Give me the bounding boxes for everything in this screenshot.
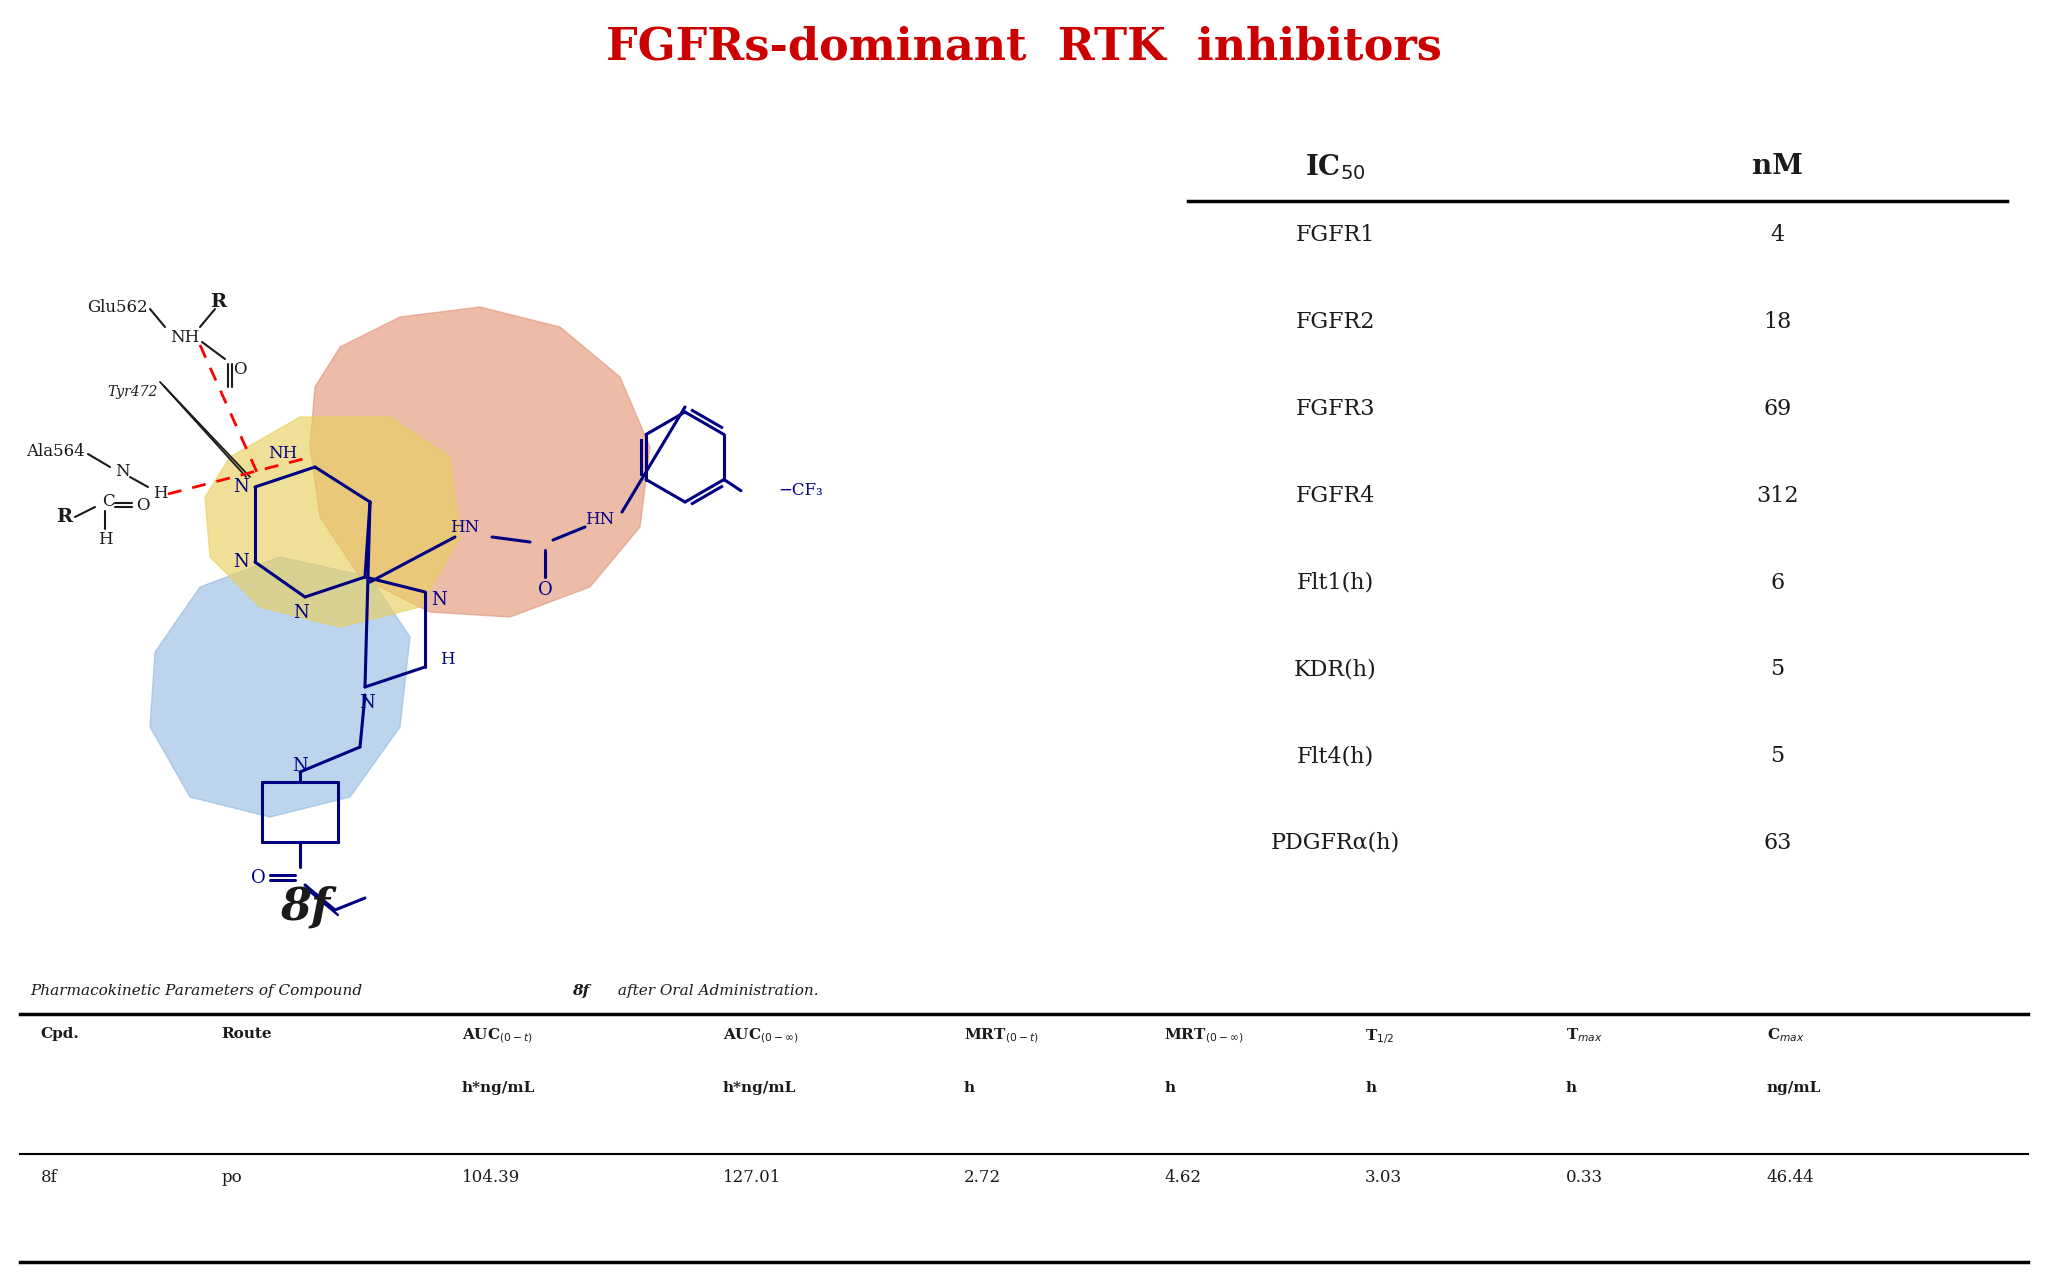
- Text: MRT$_{(0-t)}$: MRT$_{(0-t)}$: [965, 1027, 1038, 1045]
- Text: NH: NH: [268, 444, 297, 462]
- Text: Tyr472: Tyr472: [109, 385, 158, 399]
- Text: Route: Route: [221, 1027, 272, 1040]
- Polygon shape: [150, 557, 410, 817]
- Text: 69: 69: [1763, 398, 1792, 420]
- Text: R: R: [211, 293, 225, 311]
- Text: ng/mL: ng/mL: [1767, 1081, 1821, 1095]
- Text: Pharmacokinetic Parameters of Compound: Pharmacokinetic Parameters of Compound: [31, 985, 367, 999]
- Text: FGFR3: FGFR3: [1296, 398, 1374, 420]
- Text: 4: 4: [1772, 224, 1784, 246]
- Text: HN: HN: [451, 519, 479, 535]
- Text: po: po: [221, 1169, 242, 1185]
- Text: T$_{1/2}$: T$_{1/2}$: [1366, 1027, 1395, 1045]
- Text: h*ng/mL: h*ng/mL: [723, 1081, 797, 1095]
- Text: 0.33: 0.33: [1567, 1169, 1604, 1185]
- Text: h: h: [1567, 1081, 1577, 1095]
- Text: PDGFRα(h): PDGFRα(h): [1270, 831, 1401, 853]
- Text: Flt1(h): Flt1(h): [1296, 571, 1374, 593]
- Text: h: h: [1366, 1081, 1376, 1095]
- Text: 46.44: 46.44: [1767, 1169, 1815, 1185]
- Text: Ala564: Ala564: [27, 444, 86, 461]
- Text: N: N: [115, 463, 129, 480]
- Text: N: N: [358, 694, 375, 712]
- Text: MRT$_{(0-∞)}$: MRT$_{(0-∞)}$: [1165, 1027, 1243, 1045]
- Text: O: O: [539, 580, 553, 598]
- Text: O: O: [250, 869, 266, 887]
- Text: 5: 5: [1772, 745, 1784, 767]
- Text: FGFR4: FGFR4: [1296, 485, 1374, 507]
- Text: h: h: [965, 1081, 975, 1095]
- Text: H: H: [154, 485, 168, 502]
- Text: FGFRs-dominant  RTK  inhibitors: FGFRs-dominant RTK inhibitors: [606, 26, 1442, 68]
- Text: 312: 312: [1757, 485, 1798, 507]
- Text: 8f: 8f: [281, 885, 330, 928]
- Polygon shape: [309, 308, 649, 616]
- Text: O: O: [233, 360, 246, 377]
- Text: C: C: [102, 493, 115, 511]
- Text: H: H: [98, 530, 113, 547]
- Text: IC$_{50}$: IC$_{50}$: [1305, 153, 1366, 183]
- Text: C$_{max}$: C$_{max}$: [1767, 1027, 1804, 1044]
- Text: 18: 18: [1763, 311, 1792, 333]
- Text: N: N: [233, 477, 250, 495]
- Text: Cpd.: Cpd.: [41, 1027, 80, 1040]
- Text: KDR(h): KDR(h): [1294, 659, 1376, 681]
- Text: 63: 63: [1763, 831, 1792, 853]
- Text: AUC$_{(0-∞)}$: AUC$_{(0-∞)}$: [723, 1027, 799, 1045]
- Text: 4.62: 4.62: [1165, 1169, 1202, 1185]
- Text: 127.01: 127.01: [723, 1169, 782, 1185]
- Text: N: N: [293, 604, 309, 622]
- Text: AUC$_{(0-t)}$: AUC$_{(0-t)}$: [463, 1027, 532, 1045]
- Text: Flt4(h): Flt4(h): [1296, 745, 1374, 767]
- Text: FGFR1: FGFR1: [1296, 224, 1374, 246]
- Text: T$_{max}$: T$_{max}$: [1567, 1027, 1604, 1044]
- Text: 8f: 8f: [41, 1169, 57, 1185]
- Text: N: N: [293, 757, 307, 775]
- Text: 5: 5: [1772, 659, 1784, 681]
- Text: 2.72: 2.72: [965, 1169, 1001, 1185]
- Text: 3.03: 3.03: [1366, 1169, 1403, 1185]
- Text: 6: 6: [1772, 571, 1784, 593]
- Text: NH: NH: [170, 328, 199, 345]
- Polygon shape: [205, 417, 461, 627]
- Text: N: N: [233, 553, 250, 571]
- Text: nM: nM: [1753, 153, 1802, 180]
- Text: N: N: [432, 591, 446, 609]
- Text: after Oral Administration.: after Oral Administration.: [612, 985, 819, 999]
- Text: HN: HN: [586, 511, 614, 528]
- Text: Glu562: Glu562: [88, 299, 147, 315]
- Text: h: h: [1165, 1081, 1176, 1095]
- Text: R: R: [55, 508, 72, 526]
- Text: 104.39: 104.39: [463, 1169, 520, 1185]
- Text: O: O: [137, 497, 150, 514]
- Text: h*ng/mL: h*ng/mL: [463, 1081, 535, 1095]
- Text: FGFR2: FGFR2: [1296, 311, 1374, 333]
- Text: H: H: [440, 650, 455, 668]
- Text: −CF₃: −CF₃: [778, 483, 823, 499]
- Text: 8f: 8f: [573, 985, 590, 999]
